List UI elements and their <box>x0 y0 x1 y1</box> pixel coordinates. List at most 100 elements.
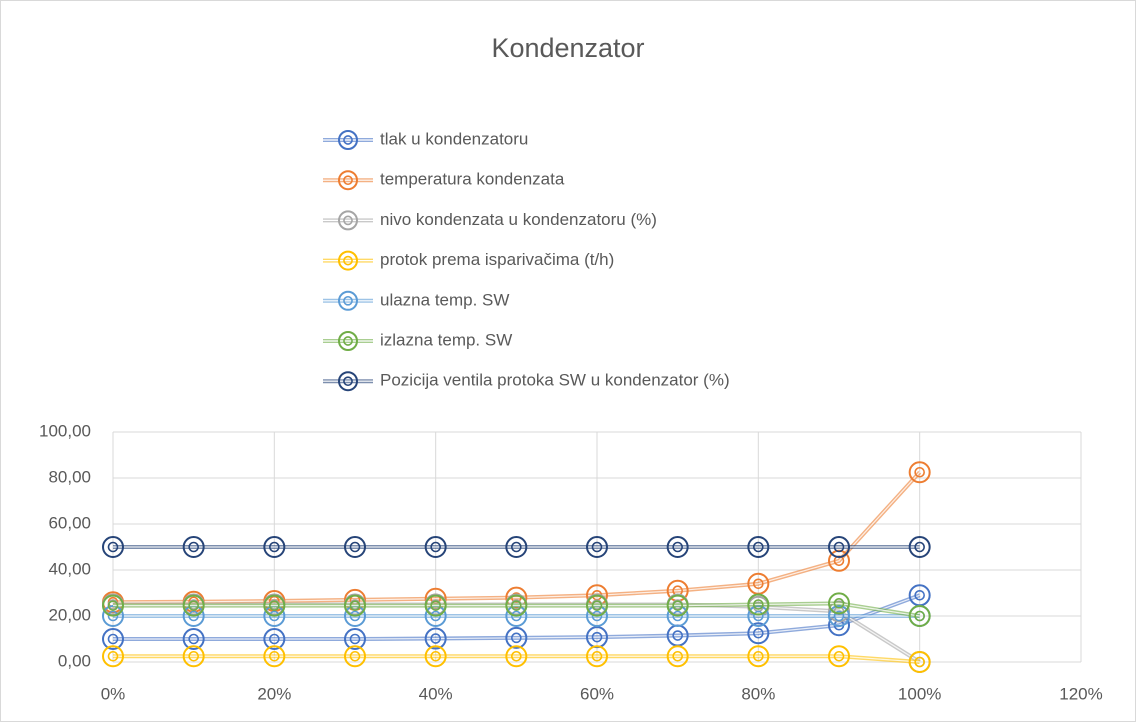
marker-ring <box>182 645 205 668</box>
marker-ring <box>188 610 199 622</box>
marker <box>505 536 528 558</box>
marker-ring <box>107 610 119 622</box>
marker-ring <box>672 541 683 553</box>
marker-ring <box>586 594 608 617</box>
marker-ring <box>747 593 770 616</box>
marker <box>666 594 689 617</box>
marker-ring <box>666 645 689 668</box>
x-tick-label: 80% <box>741 684 775 703</box>
marker-ring <box>263 536 286 558</box>
marker-ring <box>107 650 119 662</box>
marker-ring <box>511 541 522 553</box>
marker-ring <box>753 599 764 610</box>
marker-ring <box>591 541 603 553</box>
marker-ring <box>343 135 353 145</box>
marker-ring <box>338 250 358 271</box>
marker <box>747 645 770 668</box>
marker-ring <box>666 594 689 617</box>
marker-ring <box>586 536 608 558</box>
marker <box>908 536 931 558</box>
marker-ring <box>430 633 441 644</box>
marker <box>182 594 205 617</box>
marker-ring <box>833 650 845 662</box>
marker <box>908 651 931 673</box>
marker-ring <box>182 594 205 617</box>
marker-ring <box>269 541 280 553</box>
marker-ring <box>188 650 199 662</box>
y-tick-label: 60,00 <box>48 513 91 532</box>
legend-label: protok prema isparivačima (t/h) <box>380 250 614 269</box>
marker <box>424 645 447 668</box>
chart-title: Kondenzator <box>491 33 644 63</box>
marker-ring <box>591 650 603 662</box>
marker-ring <box>344 645 366 668</box>
marker <box>828 536 850 558</box>
marker <box>338 371 358 392</box>
marker-ring <box>747 622 770 645</box>
marker-ring <box>430 600 441 611</box>
y-tick-label: 80,00 <box>48 467 91 486</box>
marker-ring <box>672 650 683 662</box>
marker-ring <box>102 594 124 617</box>
marker-ring <box>908 651 931 673</box>
marker-ring <box>344 594 366 617</box>
marker <box>182 628 205 650</box>
marker-ring <box>505 594 528 617</box>
marker-ring <box>511 610 522 622</box>
marker-ring <box>182 536 205 558</box>
legend-label: izlazna temp. SW <box>380 330 512 349</box>
marker <box>586 594 608 617</box>
marker-ring <box>107 600 119 611</box>
marker <box>338 290 358 311</box>
marker <box>505 626 528 649</box>
marker <box>102 645 124 668</box>
marker-ring <box>349 650 361 662</box>
marker <box>586 536 608 558</box>
marker <box>747 622 770 645</box>
marker <box>424 536 447 558</box>
marker-ring <box>349 633 361 645</box>
legend-label: tlak u kondenzatoru <box>380 129 528 148</box>
marker-ring <box>591 631 603 643</box>
marker <box>182 536 205 558</box>
marker-ring <box>269 633 280 645</box>
series-line-inner <box>112 471 921 603</box>
marker-ring <box>102 645 124 668</box>
x-tick-label: 40% <box>419 684 453 703</box>
marker-ring <box>349 610 361 622</box>
marker <box>263 645 286 668</box>
marker-ring <box>424 594 447 617</box>
marker <box>424 594 447 617</box>
marker <box>666 536 689 558</box>
marker <box>344 628 366 650</box>
marker <box>344 594 366 617</box>
marker-ring <box>338 290 358 311</box>
marker-ring <box>914 589 925 601</box>
marker-ring <box>908 605 931 627</box>
marker <box>586 645 608 668</box>
marker <box>263 536 286 558</box>
marker-ring <box>343 175 353 186</box>
marker <box>344 536 366 558</box>
marker-ring <box>828 592 850 615</box>
marker <box>747 536 770 558</box>
marker-ring <box>666 536 689 558</box>
x-tick-label: 60% <box>580 684 614 703</box>
x-tick-label: 100% <box>898 684 941 703</box>
y-tick-label: 0,00 <box>58 651 91 670</box>
marker-ring <box>263 594 286 617</box>
x-tick-label: 120% <box>1059 684 1102 703</box>
series-line-inner <box>113 594 920 640</box>
marker-ring <box>430 610 441 622</box>
marker-ring <box>349 541 361 553</box>
marker-ring <box>424 536 447 558</box>
marker-ring <box>908 536 931 558</box>
marker <box>263 594 286 617</box>
marker-ring <box>753 650 764 662</box>
marker <box>908 461 931 484</box>
marker <box>666 645 689 668</box>
marker-ring <box>672 610 683 622</box>
marker-ring <box>344 536 366 558</box>
